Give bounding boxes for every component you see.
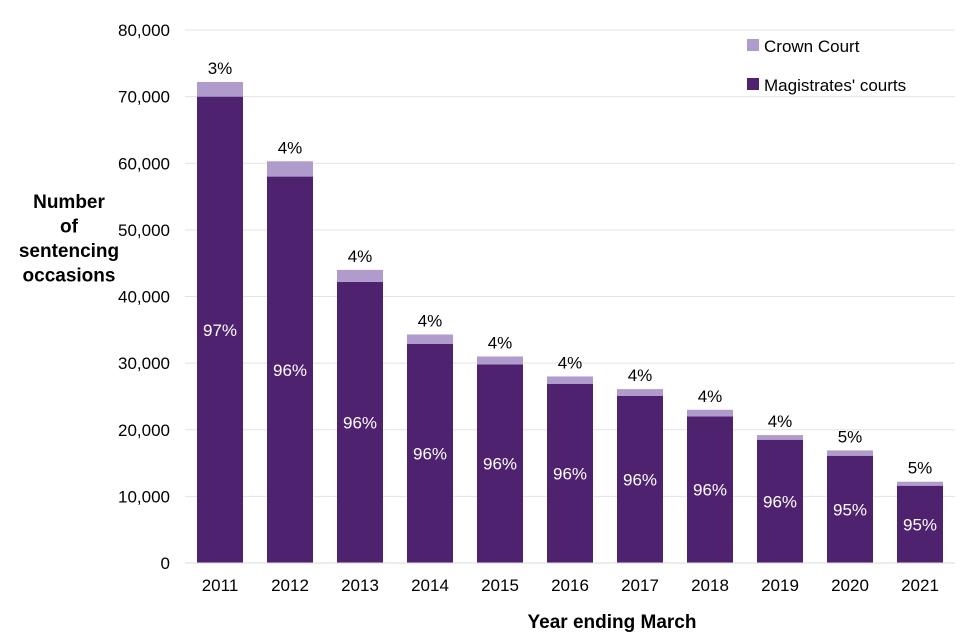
- y-axis-title-line: occasions: [23, 266, 116, 287]
- data-label-magistrates-2017: 96%: [623, 470, 657, 489]
- y-axis-title: Number of sentencing occasions: [19, 192, 119, 287]
- data-label-magistrates-2015: 96%: [483, 455, 517, 474]
- data-label-crown-court-2015: 4%: [488, 333, 513, 352]
- x-tick-label: 2014: [411, 576, 449, 595]
- bar-magistrates-2013: [337, 281, 383, 563]
- x-axis-ticks: 2011 2012 2013 2014 2015 2016 2017 2018 2019 2020…: [202, 576, 939, 595]
- bar-magistrates-2017: [617, 395, 663, 563]
- bar-crown-court-2020: [827, 450, 873, 456]
- legend-label-magistrates: Magistrates' courts: [764, 76, 906, 95]
- x-tick-label: 2013: [341, 576, 379, 595]
- x-tick-label: 2015: [481, 576, 519, 595]
- y-tick-label: 70,000: [118, 88, 170, 107]
- legend: Crown Court Magistrates' courts: [747, 37, 906, 95]
- legend-swatch-magistrates: [747, 78, 759, 90]
- y-tick-label: 0: [161, 554, 170, 573]
- data-label-crown-court-2011: 3%: [208, 59, 233, 78]
- data-label-magistrates-2013: 96%: [343, 413, 377, 432]
- x-axis-title: Year ending March: [528, 612, 697, 633]
- bar-crown-court-2015: [477, 356, 523, 365]
- bar-magistrates-2012: [267, 176, 313, 563]
- y-axis-title-line: Number: [33, 192, 105, 213]
- bar-crown-court-2019: [757, 435, 803, 440]
- bar-crown-court-2013: [337, 269, 383, 282]
- data-label-crown-court-2018: 4%: [698, 387, 723, 406]
- legend-label-crown-court: Crown Court: [764, 37, 860, 56]
- data-label-magistrates-2020: 95%: [833, 500, 867, 519]
- y-axis-title-line: of: [60, 217, 79, 238]
- bar-crown-court-2016: [547, 376, 593, 384]
- legend-swatch-crown-court: [747, 39, 759, 51]
- data-label-crown-court-2016: 4%: [558, 353, 583, 372]
- data-label-crown-court-2012: 4%: [278, 138, 303, 157]
- bar-magistrates-2011: [197, 96, 243, 563]
- bar-crown-court-2012: [267, 161, 313, 177]
- x-tick-label: 2021: [901, 576, 939, 595]
- y-tick-label: 20,000: [118, 421, 170, 440]
- x-tick-label: 2020: [831, 576, 869, 595]
- gridlines: [185, 29, 955, 497]
- bar-magistrates-2019: [757, 439, 803, 563]
- bar-magistrates-2021: [897, 485, 943, 563]
- data-label-crown-court-2017: 4%: [628, 366, 653, 385]
- y-tick-label: 30,000: [118, 354, 170, 373]
- bar-magistrates-2014: [407, 343, 453, 563]
- data-label-magistrates-2018: 96%: [693, 481, 727, 500]
- data-label-crown-court-2020: 5%: [838, 427, 863, 446]
- bar-crown-court-2021: [897, 481, 943, 486]
- bar-magistrates-2020: [827, 455, 873, 563]
- x-tick-label: 2016: [551, 576, 589, 595]
- x-tick-label: 2019: [761, 576, 799, 595]
- bar-magistrates-2016: [547, 383, 593, 563]
- bar-crown-court-2014: [407, 334, 453, 344]
- data-label-crown-court-2014: 4%: [418, 311, 443, 330]
- y-tick-label: 10,000: [118, 487, 170, 506]
- bar-crown-court-2017: [617, 389, 663, 396]
- y-tick-label: 80,000: [118, 21, 170, 40]
- data-label-crown-court-2019: 4%: [768, 412, 793, 431]
- y-axis-title-line: sentencing: [19, 241, 119, 262]
- data-label-magistrates-2016: 96%: [553, 464, 587, 483]
- bar-magistrates-2015: [477, 364, 523, 563]
- x-tick-label: 2017: [621, 576, 659, 595]
- y-tick-label: 60,000: [118, 154, 170, 173]
- data-label-magistrates-2021: 95%: [903, 515, 937, 534]
- bars: 97% 3% 96% 4% 96% 4% 96% 4% 96% 4% 96% 4% 96% 4% 96% 4%…: [197, 59, 943, 563]
- y-tick-label: 50,000: [118, 221, 170, 240]
- x-tick-label: 2012: [271, 576, 309, 595]
- y-tick-label: 40,000: [118, 288, 170, 307]
- data-label-magistrates-2019: 96%: [763, 492, 797, 511]
- y-axis-ticks: 0 10,000 20,000 30,000 40,000 50,000 60,000 70,…: [118, 21, 170, 573]
- data-label-magistrates-2012: 96%: [273, 361, 307, 380]
- bar-magistrates-2018: [687, 416, 733, 563]
- data-label-magistrates-2011: 97%: [203, 321, 237, 340]
- data-label-crown-court-2021: 5%: [908, 459, 933, 478]
- x-tick-label: 2011: [202, 576, 239, 595]
- x-tick-label: 2018: [691, 576, 729, 595]
- bar-crown-court-2011: [197, 81, 243, 97]
- data-label-crown-court-2013: 4%: [348, 247, 373, 266]
- bar-crown-court-2018: [687, 409, 733, 417]
- data-label-magistrates-2014: 96%: [413, 444, 447, 463]
